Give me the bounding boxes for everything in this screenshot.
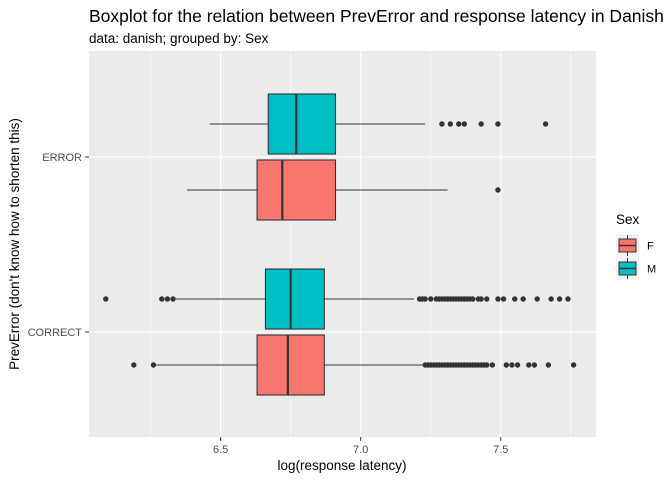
outlier-point	[500, 296, 507, 302]
box-correct-f	[131, 334, 577, 396]
legend-item-f: F	[616, 234, 654, 257]
outlier-point	[170, 296, 176, 302]
outlier-point	[565, 296, 571, 302]
outlier-point	[514, 362, 521, 368]
outlier-point	[461, 121, 468, 127]
legend-keys: FM	[616, 234, 656, 280]
outlier-point	[548, 296, 554, 302]
outlier-point	[534, 296, 540, 302]
legend-title: Sex	[616, 212, 640, 227]
box-error-m	[209, 93, 549, 155]
chart-title: Boxplot for the relation between PrevErr…	[89, 6, 664, 26]
outlier-point	[531, 362, 538, 368]
outlier-point	[495, 187, 501, 193]
x-tick-label: 6.5	[213, 444, 228, 456]
outlier-point	[439, 121, 445, 127]
legend: Sex FM	[616, 212, 656, 280]
outlier-point	[428, 296, 434, 302]
x-tick-label: 7.5	[493, 444, 508, 456]
outlier-point	[484, 362, 490, 368]
outlier-point	[512, 296, 518, 302]
outlier-point	[164, 296, 171, 302]
outlier-point	[484, 296, 490, 302]
outlier-point	[556, 296, 563, 302]
outlier-point	[489, 362, 496, 368]
box-body	[256, 159, 337, 221]
outlier-point	[159, 296, 165, 302]
y-tick-label: CORRECT	[28, 327, 83, 339]
box-correct-m	[103, 268, 571, 330]
x-tick-label: 7.0	[353, 444, 368, 456]
x-axis-label: log(response latency)	[277, 458, 406, 473]
y-axis-label: PrevError (don't know how to shorten thi…	[7, 118, 22, 370]
outlier-point	[447, 121, 454, 127]
outlier-point	[150, 362, 157, 368]
outlier-point	[131, 362, 137, 368]
outlier-point	[503, 362, 510, 368]
outlier-point	[495, 121, 501, 127]
grid-lines	[89, 51, 596, 437]
outlier-point	[520, 296, 526, 302]
outlier-point	[526, 362, 532, 368]
box-body	[267, 93, 337, 155]
plot-panel	[89, 51, 596, 437]
legend-label: M	[647, 264, 656, 276]
outlier-point	[103, 296, 109, 302]
legend-item-m: M	[616, 257, 656, 280]
box-body	[256, 334, 325, 396]
box-error-f	[187, 159, 501, 221]
outlier-point	[478, 121, 484, 127]
outlier-point	[478, 296, 484, 302]
legend-label: F	[647, 241, 654, 253]
chart-subtitle: data: danish; grouped by: Sex	[89, 31, 269, 46]
outlier-point	[545, 362, 552, 368]
outlier-point	[509, 362, 515, 368]
outlier-point	[542, 121, 549, 127]
box-layer	[103, 93, 577, 396]
outlier-point	[495, 296, 501, 302]
axes: 6.5 7.0 7.5 ERROR CORRECT	[28, 152, 509, 456]
box-body	[264, 268, 325, 330]
y-tick-label: ERROR	[42, 152, 82, 164]
outlier-point	[470, 296, 476, 302]
outlier-point	[422, 296, 428, 302]
outlier-point	[570, 362, 577, 368]
outlier-point	[456, 121, 462, 127]
